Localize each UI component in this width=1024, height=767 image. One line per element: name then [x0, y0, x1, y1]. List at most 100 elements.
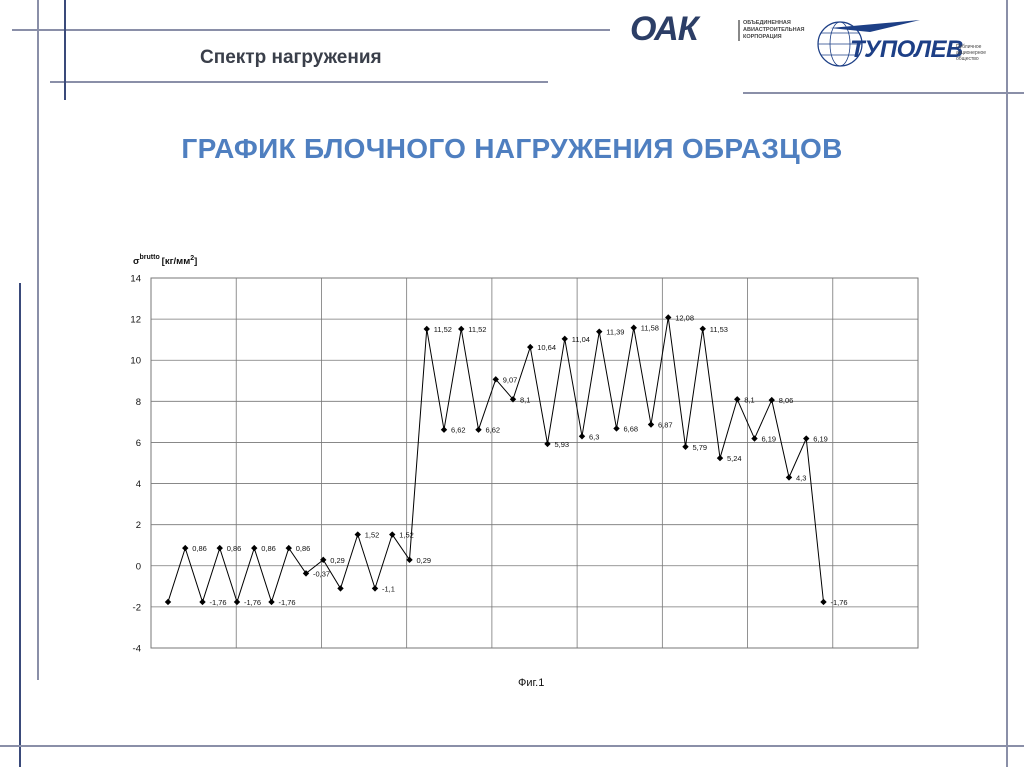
data-label: -1,76 — [831, 598, 848, 607]
data-label: 1,52 — [399, 531, 414, 540]
data-point — [751, 435, 758, 442]
data-point — [613, 425, 620, 432]
y-axis-label: σbrutto [кг/мм2] — [133, 254, 197, 267]
figure-caption: Фиг.1 — [518, 677, 545, 689]
data-point — [182, 544, 189, 552]
frame-line-left-vertical-2 — [37, 0, 39, 680]
data-label: -0,37 — [313, 569, 330, 578]
data-point — [647, 421, 655, 428]
data-label: -1,1 — [382, 584, 395, 593]
data-point — [561, 335, 568, 343]
data-point — [699, 325, 706, 332]
frame-line-right-vertical — [1006, 0, 1008, 767]
data-label: 11,53 — [710, 325, 728, 334]
data-point — [423, 325, 430, 333]
frame-line-left-vertical — [19, 283, 21, 767]
frame-line-right-top — [743, 92, 1024, 94]
data-label: 1,52 — [365, 531, 380, 540]
data-label: 4,3 — [796, 473, 806, 482]
y-tick-label: 14 — [130, 274, 141, 285]
data-point — [440, 426, 448, 433]
data-point — [251, 544, 258, 552]
y-tick-label: 0 — [136, 561, 141, 572]
data-label: 6,3 — [589, 432, 599, 441]
data-label: 11,39 — [606, 328, 624, 337]
data-point — [630, 324, 637, 331]
data-label: 11,52 — [434, 325, 452, 334]
y-tick-label: -4 — [133, 644, 141, 655]
data-label: 6,19 — [762, 435, 777, 444]
data-point — [820, 598, 827, 606]
data-point — [803, 435, 810, 442]
data-label: 0,29 — [417, 556, 432, 565]
data-point — [716, 454, 724, 462]
y-tick-label: 4 — [136, 479, 141, 490]
data-point — [509, 396, 517, 403]
data-label: 8,06 — [779, 396, 794, 405]
data-point — [337, 585, 344, 592]
y-tick-label: 12 — [130, 315, 141, 326]
data-point — [164, 598, 172, 606]
frame-line-top-left — [12, 29, 610, 31]
data-label: 8,1 — [744, 395, 754, 404]
data-label: 11,52 — [468, 325, 486, 334]
tupolev-logo-tagline: Публичное акционерное общество — [956, 44, 987, 62]
data-label: 6,19 — [813, 435, 828, 444]
data-label: 0,29 — [330, 556, 345, 565]
loading-spectrum-chart: -4 -2 0 2 4 6 8 10 12 14 σbrutto [кг/мм2] 0,86 -1,76… — [130, 254, 919, 655]
data-point — [285, 544, 292, 552]
data-point — [785, 474, 793, 481]
data-label: 9,07 — [503, 375, 518, 384]
data-point — [665, 314, 672, 321]
data-point — [475, 426, 482, 433]
y-tick-label: -2 — [133, 602, 141, 613]
data-point — [527, 343, 534, 351]
data-point — [682, 443, 689, 450]
data-point — [544, 440, 551, 448]
data-label: 6,68 — [624, 424, 639, 433]
data-point — [406, 556, 413, 564]
data-point — [233, 598, 241, 606]
oak-logo-tagline: ОБЪЕДИНЕННАЯ АВИАСТРОИТЕЛЬНАЯ КОРПОРАЦИЯ — [738, 20, 809, 41]
y-tick-label: 2 — [136, 520, 141, 531]
data-label: 0,86 — [261, 544, 276, 553]
data-point — [268, 598, 275, 606]
data-label: 10,64 — [537, 343, 556, 352]
data-label: 5,24 — [727, 454, 742, 463]
data-label: 12,08 — [675, 313, 694, 322]
slide-title: ГРАФИК БЛОЧНОГО НАГРУЖЕНИЯ ОБРАЗЦОВ — [181, 133, 843, 164]
data-label: 11,58 — [641, 324, 659, 333]
plot-area-border — [150, 277, 919, 649]
y-tick-label: 10 — [130, 356, 141, 367]
data-label: 5,79 — [693, 443, 708, 452]
data-label: 0,86 — [192, 544, 207, 553]
slide-subtitle: Спектр нагружения — [200, 47, 382, 68]
data-point — [768, 396, 775, 404]
data-label: 6,62 — [486, 426, 501, 435]
data-point — [371, 585, 379, 592]
data-label: -1,76 — [244, 598, 261, 607]
data-point — [354, 531, 361, 538]
data-point — [389, 531, 396, 538]
data-point — [578, 433, 586, 440]
data-point — [596, 328, 603, 335]
data-point — [734, 396, 741, 403]
frame-line-vertical-top — [64, 0, 66, 100]
data-point — [320, 556, 327, 564]
data-label: -1,76 — [210, 598, 227, 607]
data-label: 0,86 — [227, 544, 242, 553]
data-label: 6,87 — [658, 421, 673, 430]
data-point — [492, 376, 499, 383]
data-point — [216, 544, 223, 552]
data-label: 0,86 — [296, 544, 311, 553]
y-tick-label: 8 — [136, 397, 141, 408]
data-label: -1,76 — [279, 598, 296, 607]
frame-line-header-bottom — [50, 81, 548, 83]
data-label: 8,1 — [520, 395, 530, 404]
frame-line-bottom — [0, 745, 1024, 747]
data-label: 11,04 — [572, 335, 590, 344]
data-point — [458, 325, 465, 333]
tupolev-logo: ТУПОЛЕВ — [850, 36, 963, 63]
data-label: 6,62 — [451, 426, 466, 435]
y-tick-label: 6 — [136, 438, 141, 449]
